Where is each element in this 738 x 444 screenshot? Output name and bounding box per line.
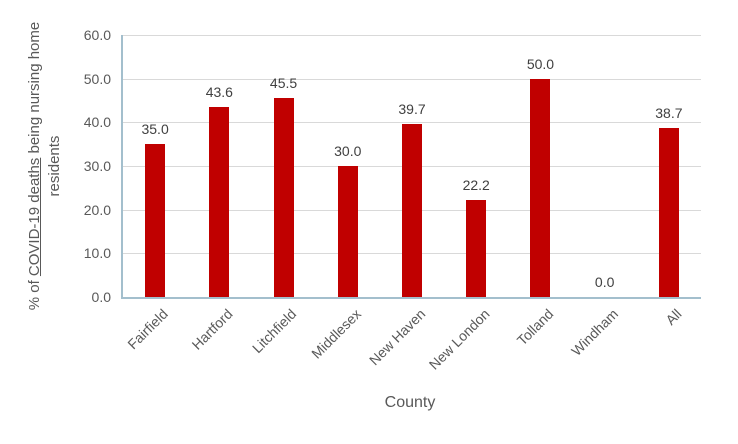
- x-tick-label-middlesex: Middlesex: [307, 305, 364, 362]
- gridline: [123, 78, 701, 80]
- y-tick-label: 30.0: [83, 158, 111, 174]
- y-tick-label: 60.0: [83, 27, 111, 43]
- y-axis-title-underlined-text: COVID-19 deaths: [26, 157, 43, 277]
- plot-area: 35.0 43.6 45.5 30.0 39.7 22.2 50.0 0.0 38.7: [121, 35, 701, 299]
- bar-tolland: [530, 78, 551, 297]
- y-axis-title-line1: % of COVID-19 deaths being nursing home: [25, 1, 45, 331]
- gridline: [123, 122, 701, 124]
- y-axis-title-suffix: being nursing home: [26, 21, 43, 158]
- x-tick-label-litchfield: Litchfield: [249, 305, 300, 357]
- bar-all: [658, 128, 679, 297]
- bar-value-label: 38.7: [655, 105, 683, 121]
- y-tick-label: 0.0: [91, 289, 111, 305]
- bar-value-label: 0.0: [594, 274, 615, 290]
- bar-hartford: [209, 106, 230, 297]
- bar-value-label: 43.6: [205, 83, 233, 100]
- y-tick-label: 40.0: [83, 114, 111, 131]
- bar-new-london: [466, 200, 487, 297]
- bar-value-label: 50.0: [526, 55, 555, 72]
- x-tick-label-fairfield: Fairfield: [124, 305, 172, 353]
- bar-litchfield: [273, 98, 294, 297]
- bar-value-label: 35.0: [141, 121, 169, 138]
- bar-value-label: 30.0: [334, 143, 362, 159]
- bar-value-label: 39.7: [398, 100, 426, 117]
- bar-value-label: 22.2: [462, 177, 490, 194]
- y-tick-label: 50.0: [83, 70, 111, 87]
- x-tick-label-hartford: Hartford: [188, 305, 236, 353]
- bar-middlesex: [337, 166, 358, 297]
- bar-new-haven: [402, 123, 422, 297]
- y-tick-label: 20.0: [83, 201, 111, 218]
- x-axis-title: County: [384, 394, 436, 411]
- y-axis-title-prefix: % of: [26, 276, 43, 311]
- x-tick-label-all: All: [662, 305, 685, 329]
- x-tick-label-new-haven: New Haven: [365, 305, 429, 369]
- gridline: [123, 35, 701, 36]
- x-tick-label-new-london: New London: [425, 305, 493, 373]
- x-tick-label-windham: Windham: [567, 305, 621, 359]
- y-tick-label: 10.0: [83, 245, 111, 262]
- x-tick-label-tolland: Tolland: [513, 305, 557, 349]
- bar-fairfield: [145, 144, 166, 297]
- bar-value-label: 45.5: [269, 75, 298, 92]
